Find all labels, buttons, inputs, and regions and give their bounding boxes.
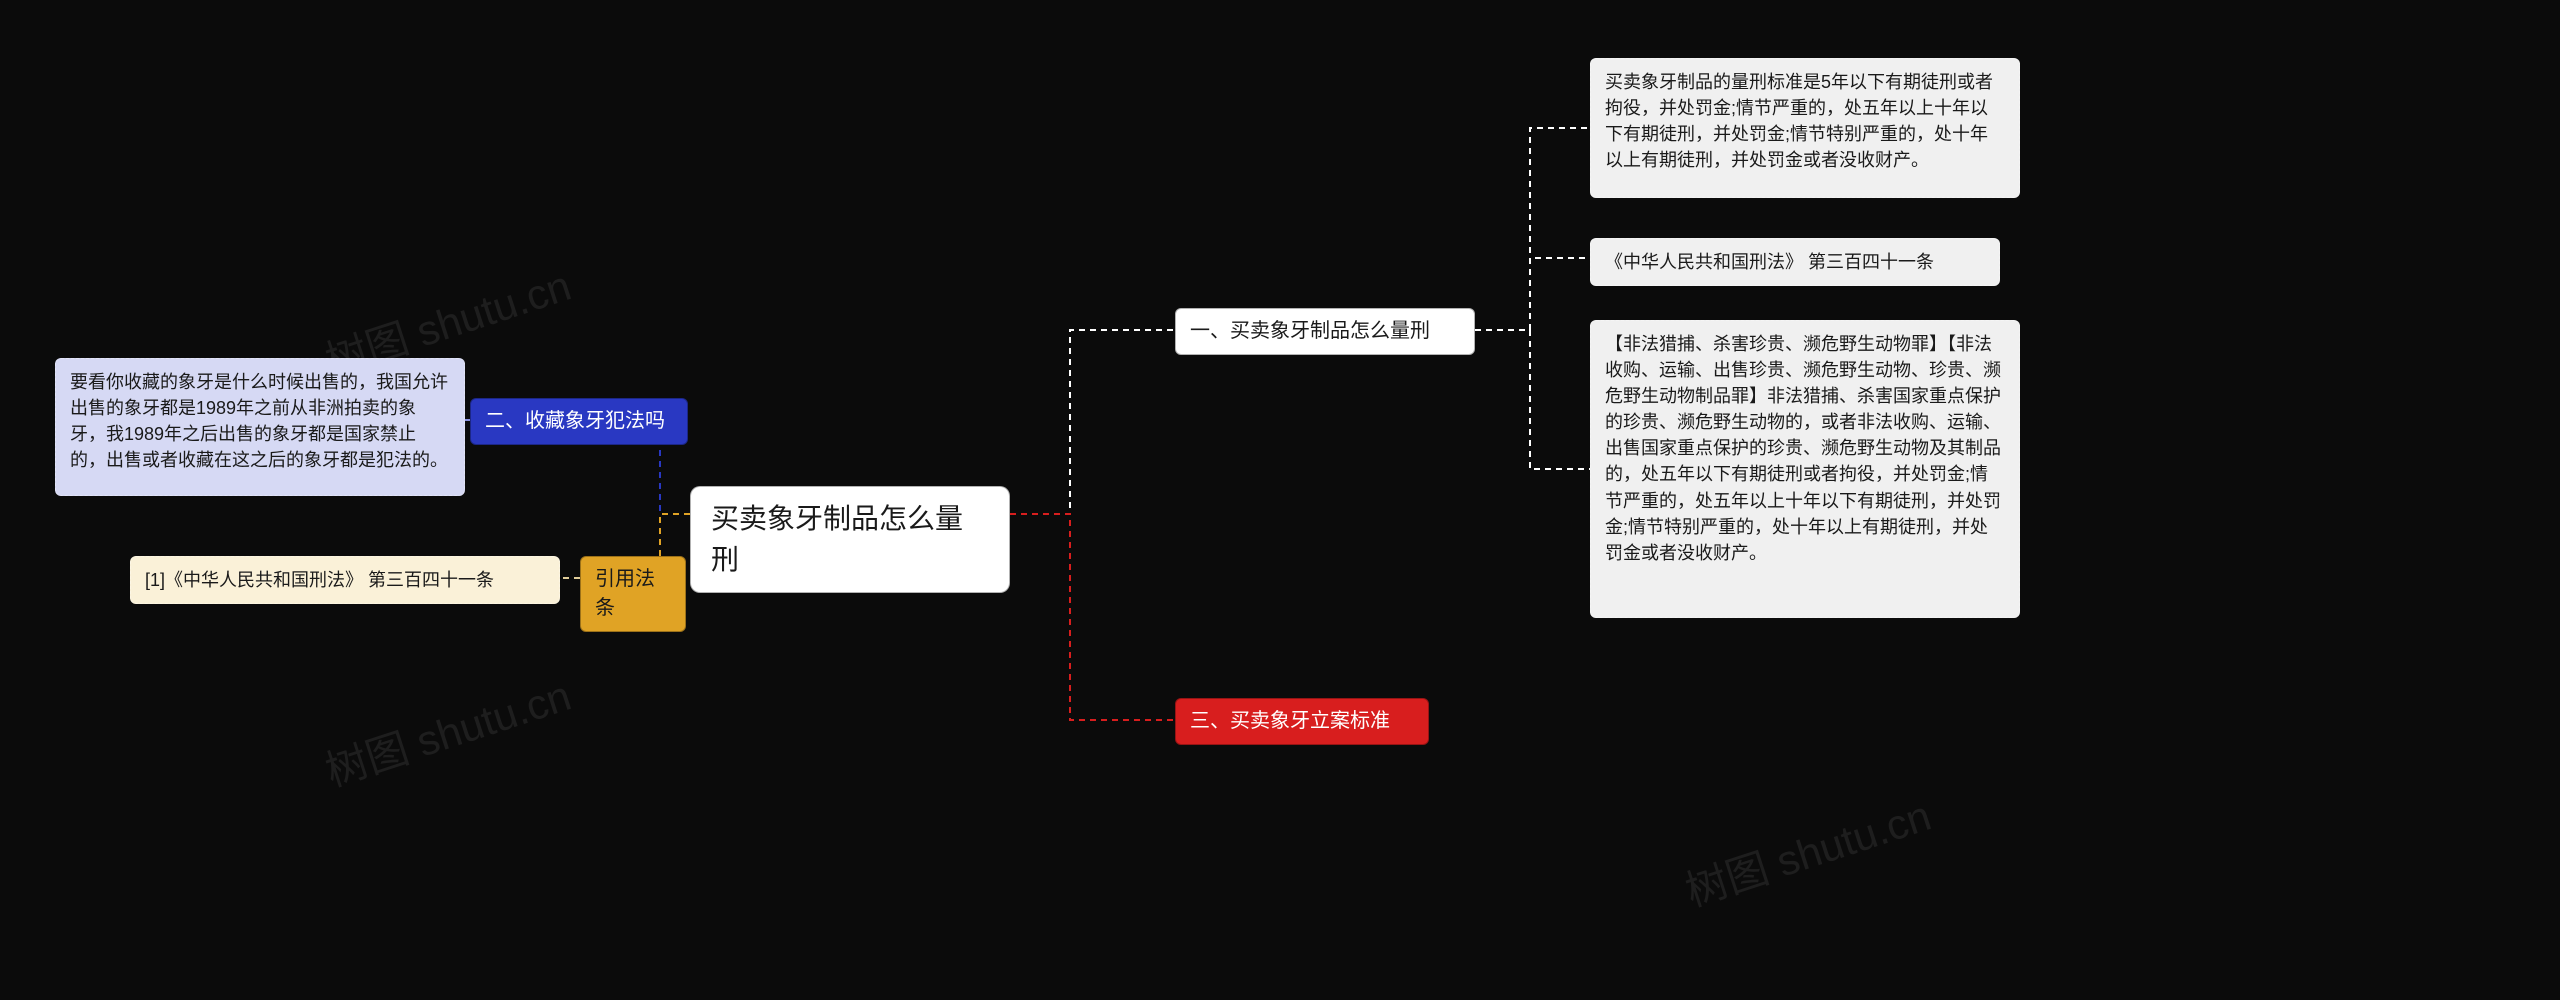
leaf-node[interactable]: [1]《中华人民共和国刑法》 第三百四十一条 [130,556,560,604]
root-node[interactable]: 买卖象牙制品怎么量刑 [690,486,1010,593]
mindmap-canvas: 树图 shutu.cn 树图 shutu.cn 树图 shutu.cn 树图 s… [0,0,2560,1000]
connector [1475,330,1590,469]
leaf-node[interactable]: 【非法猎捕、杀害珍贵、濒危野生动物罪】【非法收购、运输、出售珍贵、濒危野生动物、… [1590,320,2020,618]
connector [1010,514,1175,720]
connector [1010,330,1175,514]
connector-layer [0,0,2560,1000]
leaf-node[interactable]: 买卖象牙制品的量刑标准是5年以下有期徒刑或者拘役，并处罚金;情节严重的，处五年以… [1590,58,2020,198]
section-3-node[interactable]: 三、买卖象牙立案标准 [1175,698,1429,745]
leaf-node[interactable]: 要看你收藏的象牙是什么时候出售的，我国允许出售的象牙都是1989年之前从非洲拍卖… [55,358,465,496]
leaf-node[interactable]: 《中华人民共和国刑法》 第三百四十一条 [1590,238,2000,286]
section-2-node[interactable]: 二、收藏象牙犯法吗 [470,398,688,445]
section-4-node[interactable]: 引用法条 [580,556,686,632]
connector [1475,128,1590,330]
watermark: 树图 shutu.cn [317,662,578,799]
section-1-node[interactable]: 一、买卖象牙制品怎么量刑 [1175,308,1475,355]
watermark: 树图 shutu.cn [1677,782,1938,919]
connector [1475,258,1590,330]
